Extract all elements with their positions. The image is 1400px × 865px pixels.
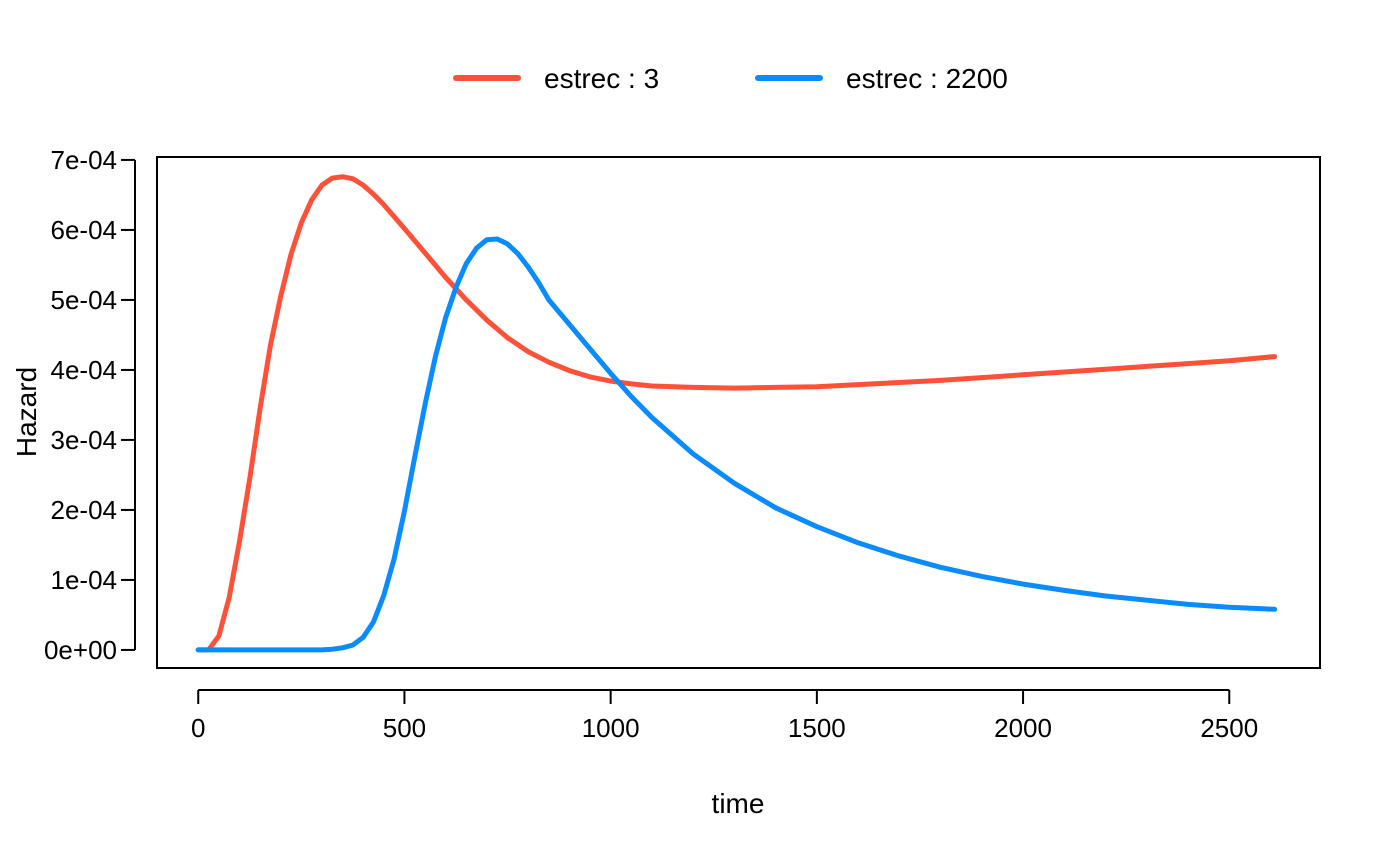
y-tick-label: 3e-04 (51, 425, 118, 455)
x-tick-label: 2500 (1200, 713, 1258, 743)
y-axis: 0e+00 1e-04 2e-04 3e-04 4e-04 5e-04 6e-04 7e-04 (44, 145, 136, 665)
x-tick-label: 500 (383, 713, 426, 743)
series-line-estrec-3 (195, 174, 1278, 653)
y-tick-label: 2e-04 (51, 495, 118, 525)
y-tick-label: 0e+00 (44, 635, 117, 665)
x-axis-title: time (712, 788, 765, 819)
series-layer (195, 174, 1278, 653)
y-tick-label: 4e-04 (51, 355, 118, 385)
y-tick-label: 6e-04 (51, 215, 118, 245)
y-axis-title: Hazard (11, 367, 42, 457)
x-tick-label: 2000 (994, 713, 1052, 743)
x-tick-label: 0 (191, 713, 205, 743)
legend-label-estrec-2200: estrec : 2200 (846, 63, 1008, 94)
x-tick-label: 1000 (582, 713, 640, 743)
y-tick-label: 5e-04 (51, 285, 118, 315)
y-tick-label: 7e-04 (51, 145, 118, 175)
legend-label-estrec-3: estrec : 3 (544, 63, 659, 94)
y-tick-label: 1e-04 (51, 565, 118, 595)
x-axis: 0 500 1000 1500 2000 2500 (191, 689, 1258, 743)
x-tick-label: 1500 (788, 713, 846, 743)
series-line-estrec-2200 (195, 236, 1278, 653)
plot-frame (156, 156, 1321, 669)
legend: estrec : 3 estrec : 2200 (453, 63, 1008, 94)
